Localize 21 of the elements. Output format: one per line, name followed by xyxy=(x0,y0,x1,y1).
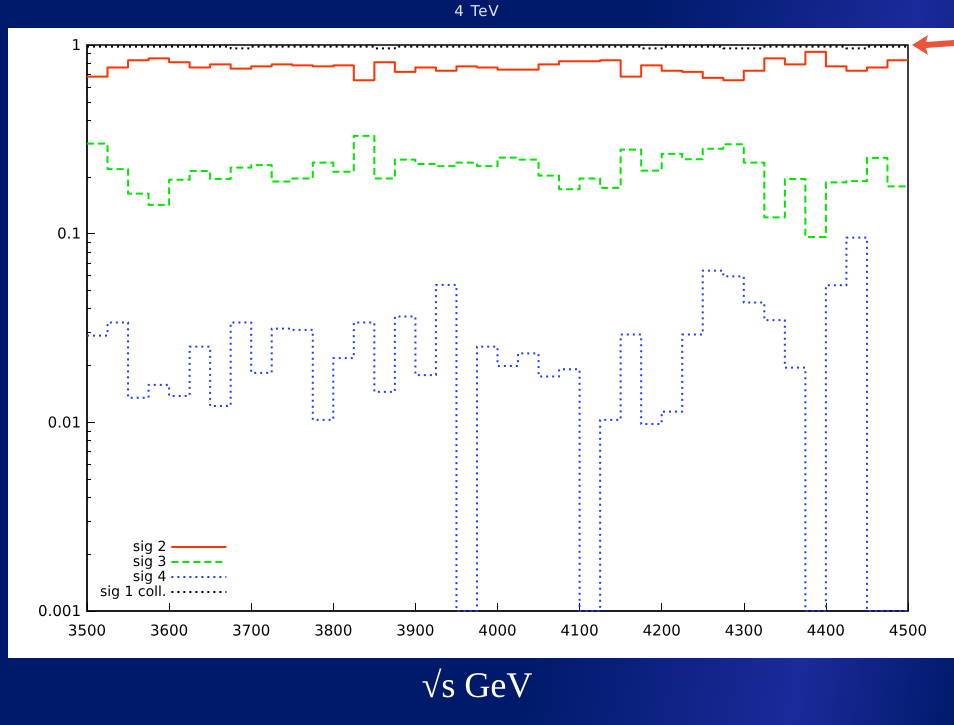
legend-label: sig 3 xyxy=(132,554,166,570)
x-tick-label: 4200 xyxy=(642,622,681,640)
x-tick-label: 3900 xyxy=(396,622,434,640)
legend-label: sig 2 xyxy=(132,539,166,555)
x-tick-label: 3800 xyxy=(314,622,352,640)
x-tick-label: 4400 xyxy=(806,622,845,640)
y-tick-label: 0.01 xyxy=(48,413,81,432)
x-tick-label: 4300 xyxy=(724,622,763,640)
x-tick-label: 3600 xyxy=(150,622,188,640)
chart-title: 4 TeV xyxy=(453,2,501,20)
y-tick-label: 1 xyxy=(71,36,81,54)
legend-label: sig 1 coll. xyxy=(100,584,166,600)
x-tick-label: 4500 xyxy=(888,622,928,640)
x-axis-title: √s GeV xyxy=(420,664,534,706)
y-tick-label: 0.001 xyxy=(38,602,81,620)
legend-label: sig 4 xyxy=(132,569,166,585)
x-tick-label: 3700 xyxy=(232,622,270,640)
x-tick-label: 3500 xyxy=(68,622,106,640)
y-tick-label: 0.1 xyxy=(57,224,81,243)
x-tick-label: 4100 xyxy=(560,622,599,640)
x-tick-label: 4000 xyxy=(478,622,517,640)
